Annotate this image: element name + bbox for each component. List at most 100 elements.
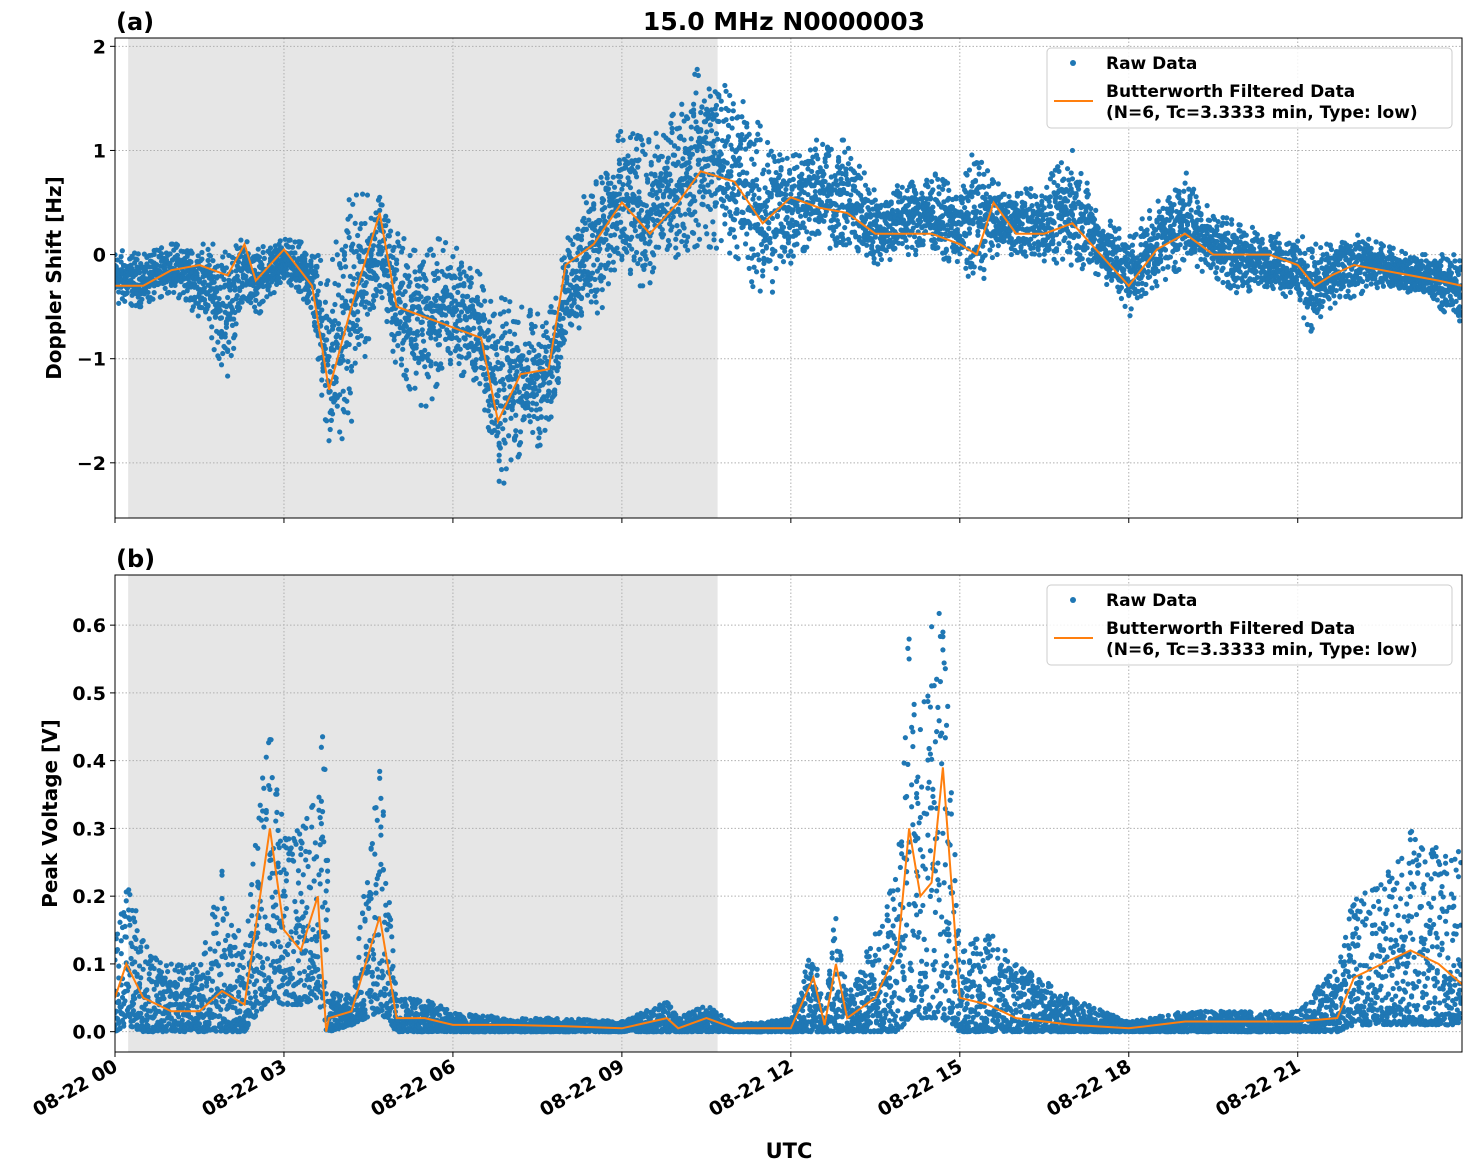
raw-data-point	[671, 112, 676, 117]
raw-data-point	[906, 252, 911, 257]
raw-data-point	[508, 416, 513, 421]
raw-data-point	[836, 158, 841, 163]
raw-data-point	[437, 237, 442, 242]
raw-data-point	[392, 245, 397, 250]
raw-data-point	[634, 174, 639, 179]
raw-data-point	[660, 227, 665, 232]
raw-data-point	[719, 151, 724, 156]
raw-data-point	[526, 350, 531, 355]
raw-data-point	[815, 156, 820, 161]
raw-data-point	[231, 346, 236, 351]
raw-data-point	[338, 327, 343, 332]
raw-data-point	[738, 141, 743, 146]
raw-data-point	[139, 297, 144, 302]
raw-data-point	[196, 313, 201, 318]
raw-data-point	[437, 342, 442, 347]
raw-data-point	[339, 436, 344, 441]
raw-data-point	[350, 242, 355, 247]
raw-data-point	[788, 192, 793, 197]
raw-data-point	[991, 179, 996, 184]
raw-data-point	[202, 297, 207, 302]
raw-data-point	[342, 250, 347, 255]
raw-data-point	[262, 256, 267, 261]
raw-data-point	[373, 293, 378, 298]
raw-data-point	[405, 265, 410, 270]
raw-data-point	[797, 153, 802, 158]
raw-data-point	[219, 315, 224, 320]
raw-data-point	[590, 233, 595, 238]
raw-data-point	[512, 332, 517, 337]
raw-data-point	[469, 275, 474, 280]
raw-data-point	[772, 248, 777, 253]
raw-data-point	[497, 479, 502, 484]
raw-data-point	[1116, 236, 1121, 241]
raw-data-point	[537, 406, 542, 411]
raw-data-point	[345, 230, 350, 235]
raw-data-point	[691, 113, 696, 118]
raw-data-point	[639, 137, 644, 142]
raw-data-point	[813, 147, 818, 152]
raw-data-point	[354, 323, 359, 328]
raw-data-point	[307, 290, 312, 295]
raw-data-point	[481, 366, 486, 371]
raw-data-point	[216, 296, 221, 301]
raw-data-point	[422, 364, 427, 369]
raw-data-point	[1072, 205, 1077, 210]
raw-data-point	[448, 361, 453, 366]
raw-data-point	[454, 307, 459, 312]
raw-data-point	[383, 223, 388, 228]
raw-data-point	[400, 246, 405, 251]
raw-data-point	[671, 214, 676, 219]
raw-data-point	[684, 239, 689, 244]
raw-data-point	[119, 254, 124, 259]
raw-data-point	[487, 319, 492, 324]
raw-data-point	[870, 239, 875, 244]
raw-data-point	[826, 153, 831, 158]
raw-data-point	[975, 191, 980, 196]
raw-data-point	[404, 368, 409, 373]
raw-data-point	[316, 253, 321, 258]
raw-data-point	[590, 194, 595, 199]
raw-data-point	[210, 258, 215, 263]
raw-data-point	[356, 253, 361, 258]
raw-data-point	[616, 212, 621, 217]
raw-data-point	[1063, 235, 1068, 240]
raw-data-point	[709, 128, 714, 133]
raw-data-point	[471, 326, 476, 331]
raw-data-point	[420, 332, 425, 337]
raw-data-point	[981, 267, 986, 272]
raw-data-point	[355, 317, 360, 322]
raw-data-point	[704, 231, 709, 236]
raw-data-point	[395, 343, 400, 348]
raw-data-point	[418, 403, 423, 408]
raw-data-point	[719, 99, 724, 104]
raw-data-point	[1092, 217, 1097, 222]
raw-data-point	[920, 242, 925, 247]
raw-data-point	[1028, 186, 1033, 191]
raw-data-point	[845, 219, 850, 224]
raw-data-point	[531, 348, 536, 353]
raw-data-point	[668, 121, 673, 126]
raw-data-point	[501, 387, 506, 392]
raw-data-point	[224, 325, 229, 330]
raw-data-point	[278, 238, 283, 243]
raw-data-point	[152, 290, 157, 295]
raw-data-point	[798, 214, 803, 219]
raw-data-point	[918, 219, 923, 224]
raw-data-point	[1055, 183, 1060, 188]
raw-data-point	[755, 132, 760, 137]
raw-data-point	[786, 253, 791, 258]
raw-data-point	[1018, 191, 1023, 196]
raw-data-point	[829, 147, 834, 152]
raw-data-point	[624, 250, 629, 255]
raw-data-point	[268, 245, 273, 250]
raw-data-point	[120, 248, 125, 253]
raw-data-point	[778, 254, 783, 259]
raw-data-point	[482, 298, 487, 303]
raw-data-point	[676, 252, 681, 257]
raw-data-point	[732, 217, 737, 222]
raw-data-point	[766, 169, 771, 174]
raw-data-point	[349, 419, 354, 424]
raw-data-point	[867, 191, 872, 196]
raw-data-point	[556, 380, 561, 385]
